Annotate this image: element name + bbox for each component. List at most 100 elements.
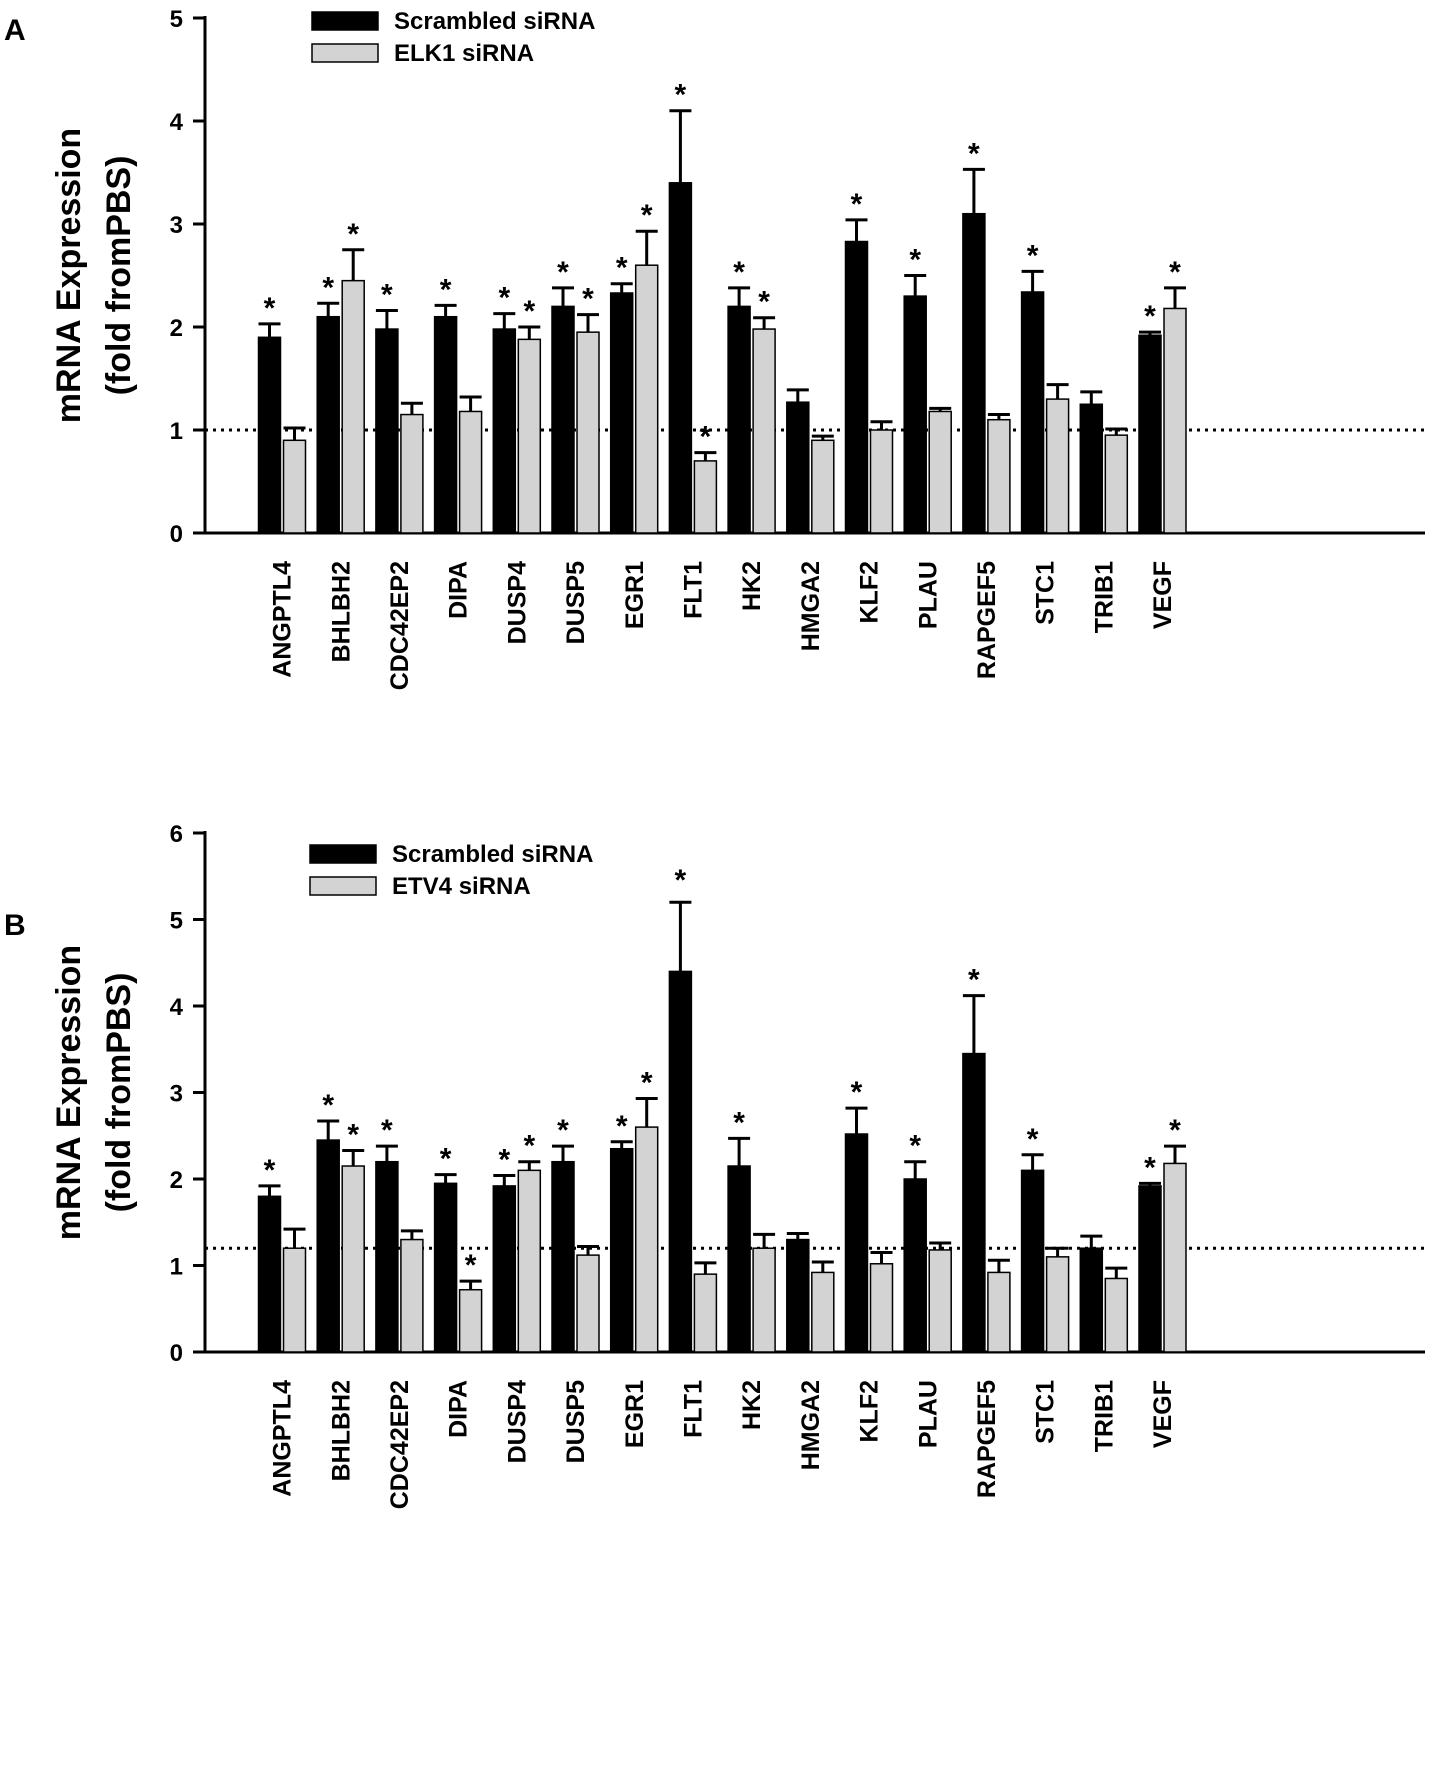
panel-a-significance-marker: * — [675, 79, 687, 112]
panel-b-y-axis-label-line1: mRNA Expression — [50, 945, 88, 1240]
panel-b-legend-swatch-scrambled — [309, 844, 377, 864]
panel-a: A mRNA Expression (fold fromPBS) 0 1 2 3 4 5 * AN… — [4, 6, 1425, 690]
panel-b-category-label: HMGA2 — [797, 1380, 825, 1470]
panel-a-legend-label-scrambled: Scrambled siRNA — [394, 8, 595, 35]
panel-b-bar-knockdown — [458, 1288, 483, 1353]
panel-b-bar-scrambled — [727, 1165, 751, 1353]
panel-a-bar-scrambled — [844, 240, 869, 534]
panel-b-category-label: DUSP4 — [503, 1380, 531, 1463]
panel-b-bar-knockdown — [752, 1247, 776, 1353]
panel-b-category-label: BHLBH2 — [327, 1380, 355, 1481]
panel-b-significance-marker: * — [733, 1106, 745, 1139]
panel-b-bar-scrambled — [316, 1139, 340, 1353]
panel-a-bar-knockdown — [634, 264, 659, 534]
panel-a-significance-marker: * — [347, 218, 359, 251]
panel-b-significance-marker: * — [616, 1110, 628, 1143]
panel-a-bar-scrambled — [1079, 403, 1104, 534]
panel-b-significance-marker: * — [1027, 1123, 1039, 1156]
panel-a-y-tick-label: 3 — [170, 212, 183, 239]
panel-a-bar-scrambled — [257, 336, 282, 534]
panel-a-significance-marker: * — [758, 286, 770, 319]
panel-b-significance-marker: * — [347, 1118, 359, 1151]
panel-b-y-tick-label: 1 — [170, 1254, 183, 1281]
panel-a-bar-knockdown — [458, 410, 483, 534]
panel-b-category-label: FLT1 — [680, 1380, 708, 1438]
panel-a-category-label: RAPGEF5 — [973, 561, 1001, 679]
panel-a-bar-scrambled — [786, 401, 810, 534]
panel-a-legend-swatch-scrambled — [311, 11, 379, 31]
panel-a-bar-scrambled — [609, 292, 634, 534]
panel-a-category-label: HMGA2 — [797, 561, 825, 651]
panel-b-category-label: DIPA — [445, 1380, 473, 1438]
panel-b-bar-scrambled — [375, 1160, 399, 1353]
panel-b-significance-marker: * — [851, 1076, 863, 1109]
panel-b-bar-scrambled — [433, 1182, 458, 1353]
panel-a-significance-marker: * — [1169, 256, 1181, 289]
panel-a-bar-scrambled — [551, 305, 575, 534]
panel-a-y-tick-label: 2 — [170, 315, 183, 342]
panel-b-significance-marker: * — [322, 1089, 334, 1122]
panel-a-bar-knockdown — [693, 460, 718, 534]
panel-a-category-label: CDC42EP2 — [386, 561, 414, 690]
panel-a-y-tick-label: 4 — [170, 109, 184, 136]
panel-a-bar-knockdown — [811, 439, 835, 534]
panel-b-bar-scrambled — [962, 1052, 986, 1353]
panel-a-bar-scrambled — [492, 328, 517, 534]
panel-a-bar-knockdown — [576, 331, 600, 534]
panel-b-bar-knockdown — [869, 1263, 894, 1353]
panel-a-legend-swatch-knockdown — [311, 43, 379, 63]
panel-b-category-label: TRIB1 — [1090, 1380, 1118, 1452]
panel-a-bar-scrambled — [1020, 291, 1045, 534]
panel-b-bar-scrambled — [786, 1238, 810, 1353]
panel-b-bar-knockdown — [400, 1238, 424, 1353]
panel-a-category-label: TRIB1 — [1090, 561, 1118, 633]
panel-b-bar-scrambled — [903, 1178, 927, 1353]
panel-a-significance-marker: * — [523, 295, 535, 328]
panel-a-y-tick-label: 0 — [170, 521, 183, 548]
panel-b-category-label: HK2 — [738, 1380, 766, 1430]
panel-a-significance-marker: * — [733, 256, 745, 289]
panel-a-significance-marker: * — [264, 292, 276, 325]
panel-a-significance-marker: * — [700, 421, 712, 454]
panel-b-y-tick-label: 3 — [170, 1081, 183, 1108]
panel-b-significance-marker: * — [675, 864, 687, 897]
panel-b-bar-scrambled — [1138, 1185, 1162, 1353]
panel-b-significance-marker: * — [968, 964, 980, 997]
panel-a-bar-scrambled — [668, 182, 693, 534]
panel-b-significance-marker: * — [381, 1114, 393, 1147]
panel-a-y-axis-label-line1: mRNA Expression — [50, 128, 88, 423]
panel-b-bar-knockdown — [693, 1273, 718, 1353]
panel-b-y-tick-label: 0 — [170, 1340, 183, 1367]
panel-b-bar-knockdown — [576, 1254, 600, 1353]
panel-a-bar-knockdown — [282, 439, 307, 534]
panel-a-category-label: EGR1 — [621, 561, 649, 629]
panel-a-legend-label-knockdown: ELK1 siRNA — [394, 40, 534, 67]
panel-b-category-label: ANGPTL4 — [269, 1380, 297, 1497]
panel-a-category-label: PLAU — [914, 561, 942, 629]
panel-a-category-label: ANGPTL4 — [269, 561, 297, 678]
panel-a-bar-scrambled — [727, 305, 751, 534]
panel-b-bar-knockdown — [1104, 1277, 1129, 1353]
panel-a-y-tick-label: 5 — [170, 6, 183, 33]
panel-a-bar-knockdown — [928, 410, 952, 534]
panel-b-legend-label-scrambled: Scrambled siRNA — [392, 841, 593, 868]
panel-a-bar-knockdown — [1104, 434, 1129, 534]
panel-b-category-label: STC1 — [1032, 1380, 1060, 1444]
panel-b-y-axis-label-line2: (fold fromPBS) — [100, 973, 138, 1213]
panel-b-significance-marker: * — [440, 1143, 452, 1176]
panel-b-category-label: RAPGEF5 — [973, 1380, 1001, 1498]
panel-a-category-label: FLT1 — [680, 561, 708, 619]
panel-b-bar-scrambled — [492, 1185, 517, 1353]
panel-a-bar-knockdown — [400, 413, 424, 534]
panel-a-significance-marker: * — [440, 273, 452, 306]
panel-b-bar-knockdown — [987, 1271, 1011, 1353]
panel-b-significance-marker: * — [1144, 1151, 1156, 1184]
panel-b-y-tick-label: 5 — [170, 908, 183, 935]
panel-a-bar-knockdown — [1045, 398, 1070, 534]
panel-b-bar-knockdown — [634, 1126, 659, 1353]
panel-a-bar-knockdown — [987, 418, 1011, 534]
panel-b-legend-label-knockdown: ETV4 siRNA — [392, 873, 531, 900]
panel-b-bar-scrambled — [844, 1133, 869, 1353]
panel-a-y-axis-label: mRNA Expression (fold fromPBS) — [50, 128, 138, 423]
panel-b-bar-scrambled — [668, 970, 693, 1353]
